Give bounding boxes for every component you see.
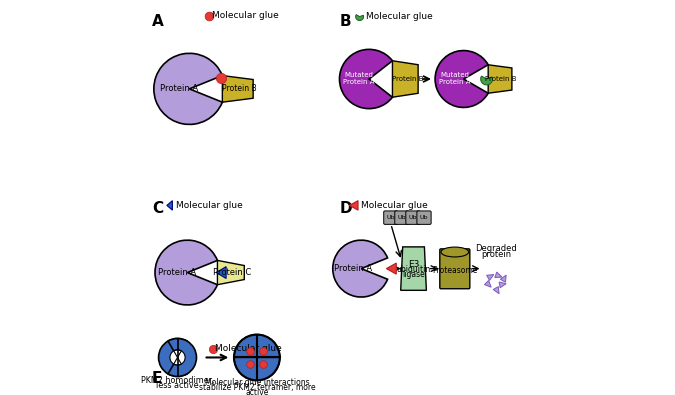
Text: C: C <box>152 201 163 216</box>
Wedge shape <box>333 240 387 297</box>
Text: protein: protein <box>481 250 512 259</box>
Wedge shape <box>234 335 257 357</box>
Text: Protein A: Protein A <box>439 79 470 85</box>
Text: less active: less active <box>156 381 199 390</box>
Point <box>245 348 256 354</box>
FancyBboxPatch shape <box>417 211 431 224</box>
Text: ubiquitin: ubiquitin <box>396 265 431 274</box>
Text: Molecular glue: Molecular glue <box>366 12 432 21</box>
Text: Ub: Ub <box>387 215 395 220</box>
Point <box>245 361 256 367</box>
Text: Molecular glue: Molecular glue <box>212 11 279 20</box>
FancyBboxPatch shape <box>440 249 470 289</box>
Polygon shape <box>222 75 253 102</box>
Wedge shape <box>173 350 185 365</box>
Text: Ub: Ub <box>398 215 406 220</box>
Polygon shape <box>499 282 506 288</box>
Text: stabilize PKM2 tetramer, more: stabilize PKM2 tetramer, more <box>198 383 315 392</box>
Polygon shape <box>500 275 506 282</box>
Text: Protein B: Protein B <box>485 76 517 82</box>
Wedge shape <box>257 357 280 380</box>
Text: A: A <box>152 14 163 29</box>
Text: Ub: Ub <box>408 215 417 220</box>
Polygon shape <box>487 275 494 280</box>
Text: Protein B: Protein B <box>222 85 256 93</box>
Text: Protein C: Protein C <box>213 268 251 277</box>
Text: Molecular glue interactions: Molecular glue interactions <box>205 378 309 387</box>
Text: Protein A: Protein A <box>161 85 198 93</box>
Text: Molecular glue: Molecular glue <box>176 201 242 210</box>
Wedge shape <box>340 49 392 109</box>
Point <box>258 348 269 354</box>
Text: E3: E3 <box>408 260 419 269</box>
Text: D: D <box>340 201 352 216</box>
Polygon shape <box>495 272 502 278</box>
Text: ligase: ligase <box>402 271 425 279</box>
Point <box>216 74 227 81</box>
Wedge shape <box>234 357 257 380</box>
Polygon shape <box>488 65 512 93</box>
Text: active: active <box>245 387 269 395</box>
Text: Protein A: Protein A <box>344 79 375 85</box>
Ellipse shape <box>441 247 468 257</box>
Wedge shape <box>257 335 280 357</box>
Text: Degraded: Degraded <box>475 244 517 253</box>
Text: E: E <box>152 371 162 386</box>
Point <box>204 13 215 19</box>
Text: Protein A: Protein A <box>159 268 196 277</box>
Wedge shape <box>435 51 488 107</box>
Wedge shape <box>170 350 182 365</box>
Wedge shape <box>154 53 222 124</box>
FancyBboxPatch shape <box>383 211 398 224</box>
Text: Molecular glue: Molecular glue <box>215 344 282 353</box>
Text: Mutated: Mutated <box>345 72 374 78</box>
Text: PKM2 homodimer,: PKM2 homodimer, <box>141 376 214 385</box>
Polygon shape <box>217 260 244 285</box>
Wedge shape <box>356 15 364 21</box>
Polygon shape <box>216 267 226 278</box>
FancyBboxPatch shape <box>395 211 409 224</box>
Polygon shape <box>167 201 172 210</box>
Polygon shape <box>350 201 358 210</box>
Wedge shape <box>155 240 217 305</box>
Text: B: B <box>340 14 351 29</box>
Text: Ub: Ub <box>420 215 428 220</box>
Polygon shape <box>493 287 499 294</box>
Polygon shape <box>401 247 427 290</box>
Wedge shape <box>159 339 187 376</box>
Text: Proteasome: Proteasome <box>432 266 477 275</box>
Polygon shape <box>386 263 396 274</box>
Wedge shape <box>481 76 493 85</box>
Point <box>208 346 219 352</box>
Polygon shape <box>485 280 491 287</box>
Wedge shape <box>168 339 196 376</box>
Text: Protein B: Protein B <box>392 76 424 82</box>
Text: Molecular glue: Molecular glue <box>361 201 428 210</box>
FancyBboxPatch shape <box>406 211 420 224</box>
Text: Mutated: Mutated <box>440 72 469 78</box>
Text: Protein A: Protein A <box>334 264 373 273</box>
Polygon shape <box>392 61 418 97</box>
Point <box>258 361 269 367</box>
